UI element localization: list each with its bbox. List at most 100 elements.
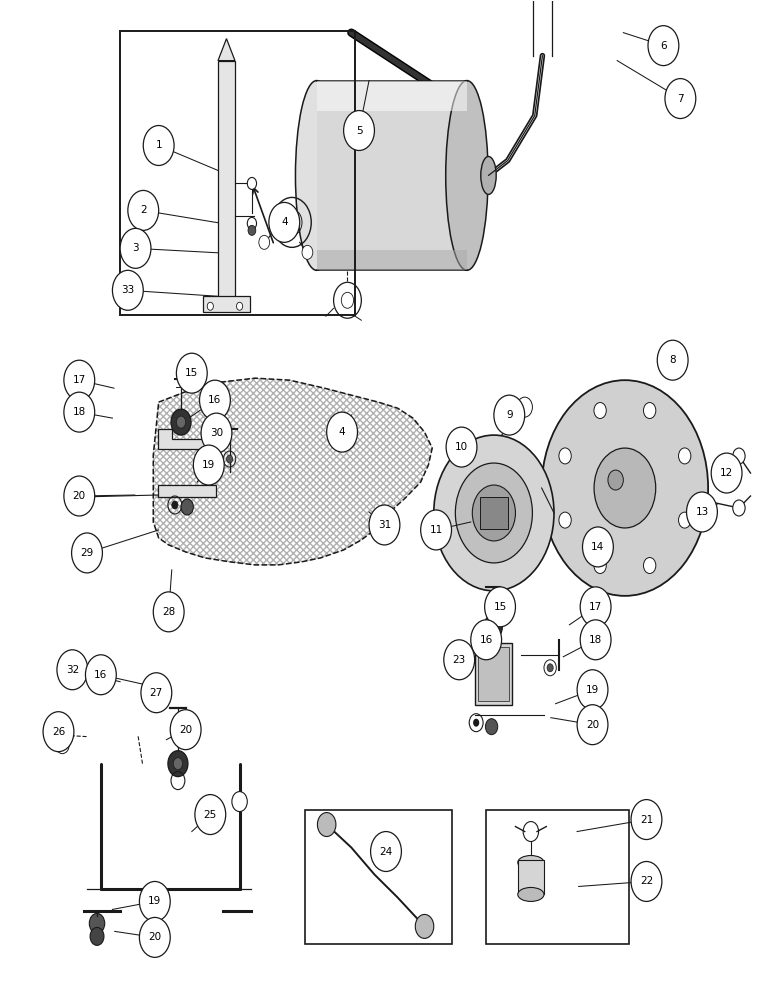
Circle shape	[711, 453, 742, 493]
Bar	[317, 81, 467, 111]
Ellipse shape	[296, 81, 338, 270]
Text: 30: 30	[210, 428, 223, 438]
Bar	[203, 296, 249, 312]
Ellipse shape	[445, 81, 488, 270]
Circle shape	[141, 673, 172, 713]
Ellipse shape	[518, 856, 544, 869]
Polygon shape	[158, 429, 215, 449]
Text: 27: 27	[150, 688, 163, 698]
Circle shape	[269, 202, 300, 242]
Text: 8: 8	[669, 355, 676, 365]
Circle shape	[631, 800, 662, 840]
Text: 19: 19	[148, 896, 161, 906]
Text: 26: 26	[52, 727, 65, 737]
Text: 33: 33	[121, 285, 134, 295]
Circle shape	[199, 380, 230, 420]
Bar	[158, 485, 215, 497]
Circle shape	[171, 710, 201, 750]
Text: 4: 4	[281, 217, 288, 227]
Circle shape	[317, 813, 336, 837]
Circle shape	[486, 719, 498, 735]
Text: 19: 19	[202, 460, 215, 470]
Circle shape	[193, 445, 224, 485]
Circle shape	[128, 190, 159, 230]
Circle shape	[259, 235, 269, 249]
Circle shape	[113, 270, 144, 310]
Circle shape	[665, 79, 696, 119]
Circle shape	[369, 505, 400, 545]
Circle shape	[577, 705, 608, 745]
Circle shape	[657, 340, 688, 380]
Circle shape	[473, 719, 479, 727]
Text: 11: 11	[429, 525, 442, 535]
Circle shape	[168, 751, 188, 777]
Text: 20: 20	[148, 932, 161, 942]
Bar	[486, 810, 628, 944]
Circle shape	[472, 485, 516, 541]
Circle shape	[594, 403, 606, 419]
Circle shape	[547, 664, 554, 672]
Text: 22: 22	[640, 876, 653, 886]
Polygon shape	[218, 39, 235, 61]
Circle shape	[90, 927, 104, 945]
Text: 6: 6	[660, 41, 667, 51]
Circle shape	[57, 650, 88, 690]
Bar	[317, 250, 467, 270]
Bar	[317, 81, 467, 270]
Text: 20: 20	[586, 720, 599, 730]
Text: 15: 15	[493, 602, 506, 612]
Circle shape	[140, 881, 171, 921]
Circle shape	[173, 758, 182, 770]
Circle shape	[523, 822, 539, 842]
Circle shape	[90, 913, 105, 933]
Circle shape	[247, 177, 256, 189]
Circle shape	[594, 448, 655, 528]
Circle shape	[154, 592, 184, 632]
Circle shape	[733, 448, 745, 464]
Text: 20: 20	[73, 491, 86, 501]
Bar	[120, 31, 355, 315]
Circle shape	[236, 302, 242, 310]
Circle shape	[644, 558, 656, 574]
Text: 16: 16	[208, 395, 222, 405]
Text: 20: 20	[179, 725, 192, 735]
Circle shape	[247, 217, 256, 229]
Circle shape	[631, 861, 662, 901]
Circle shape	[201, 413, 232, 453]
Circle shape	[484, 615, 503, 639]
Circle shape	[594, 558, 606, 574]
Text: 2: 2	[140, 205, 147, 215]
Circle shape	[144, 126, 174, 165]
Text: 14: 14	[591, 542, 604, 552]
Text: 28: 28	[162, 607, 175, 617]
Circle shape	[542, 380, 708, 596]
Circle shape	[471, 620, 502, 660]
Circle shape	[679, 448, 691, 464]
Circle shape	[446, 427, 477, 467]
Circle shape	[207, 302, 213, 310]
Circle shape	[302, 245, 313, 259]
Circle shape	[455, 463, 533, 563]
Bar	[478, 647, 509, 701]
Text: 18: 18	[73, 407, 86, 417]
Circle shape	[559, 512, 571, 528]
Circle shape	[644, 403, 656, 419]
Text: 18: 18	[589, 635, 602, 645]
Circle shape	[733, 500, 745, 516]
Circle shape	[344, 111, 374, 150]
Text: 23: 23	[452, 655, 466, 665]
Circle shape	[43, 712, 74, 752]
Text: 19: 19	[586, 685, 599, 695]
Circle shape	[120, 228, 151, 268]
Circle shape	[176, 416, 185, 428]
Circle shape	[648, 26, 679, 66]
Text: 13: 13	[696, 507, 709, 517]
Circle shape	[421, 510, 452, 550]
Circle shape	[64, 360, 95, 400]
Circle shape	[686, 492, 717, 532]
Text: 16: 16	[479, 635, 493, 645]
Circle shape	[232, 792, 247, 812]
Text: 3: 3	[132, 243, 139, 253]
Circle shape	[172, 501, 178, 509]
Circle shape	[444, 640, 475, 680]
